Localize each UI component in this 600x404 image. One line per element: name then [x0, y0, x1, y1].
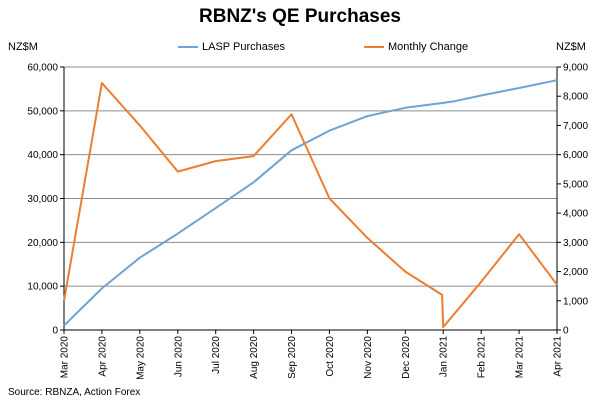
y-right-tick-label: 9,000 — [563, 63, 588, 74]
x-tick-label: Nov 2020 — [363, 336, 374, 379]
chart-title: RBNZ's QE Purchases — [199, 6, 401, 27]
x-tick-label: Apr 2021 — [553, 336, 564, 377]
legend-item-monthly-change: Monthly Change — [364, 41, 468, 53]
x-tick-label: Dec 2020 — [401, 336, 412, 379]
y-left-tick-label: 40,000 — [27, 150, 58, 161]
y-left-tick-label: 0 — [52, 326, 58, 337]
legend-swatch-lasp — [178, 46, 198, 48]
series-line-lasp-purchases — [63, 79, 558, 327]
x-tick-label: Aug 2020 — [249, 336, 260, 379]
y-left-tick-label: 20,000 — [27, 238, 58, 249]
y-left-tick-label: 30,000 — [27, 194, 58, 205]
x-tick-label: Mar 2020 — [60, 336, 71, 379]
y-axis-left-unit: NZ$M — [8, 41, 38, 53]
y-right-tick-label: 3,000 — [563, 238, 588, 249]
y-right-tick-label: 5,000 — [563, 179, 588, 190]
y-right-tick-label: 4,000 — [563, 209, 588, 220]
y-right-tick-label: 2,000 — [563, 267, 588, 278]
y-right-tick-label: 7,000 — [563, 121, 588, 132]
y-left-tick-label: 10,000 — [27, 282, 58, 293]
legend-swatch-monthly-change — [364, 46, 384, 48]
x-tick-label: Feb 2021 — [477, 336, 488, 379]
source-note: Source: RBNZA, Action Forex — [8, 387, 141, 398]
y-left-tick-label: 60,000 — [27, 63, 58, 74]
y-right-tick-label: 0 — [563, 326, 569, 337]
y-right-tick-label: 8,000 — [563, 92, 588, 103]
x-tick-label: Oct 2020 — [325, 336, 336, 377]
y-left-tick-label: 50,000 — [27, 106, 58, 117]
x-tick-label: Mar 2021 — [515, 336, 526, 379]
x-tick-label: Jun 2020 — [173, 336, 184, 378]
legend-label-monthly-change: Monthly Change — [388, 41, 469, 53]
x-tick-label: Jan 2021 — [439, 336, 450, 378]
y-right-tick-label: 1,000 — [563, 296, 588, 307]
y-axis-right-unit: NZ$M — [556, 41, 586, 53]
series-line-monthly-change — [63, 82, 558, 329]
y-right-tick-label: 6,000 — [563, 150, 588, 161]
legend-item-lasp: LASP Purchases — [178, 41, 285, 53]
legend-label-lasp: LASP Purchases — [202, 41, 285, 53]
x-tick-label: Jul 2020 — [211, 336, 222, 374]
legend: LASP Purchases Monthly Change — [0, 41, 600, 57]
x-tick-label: Sep 2020 — [287, 336, 298, 379]
x-tick-label: Apr 2020 — [97, 336, 108, 377]
x-tick-label: May 2020 — [135, 336, 146, 380]
